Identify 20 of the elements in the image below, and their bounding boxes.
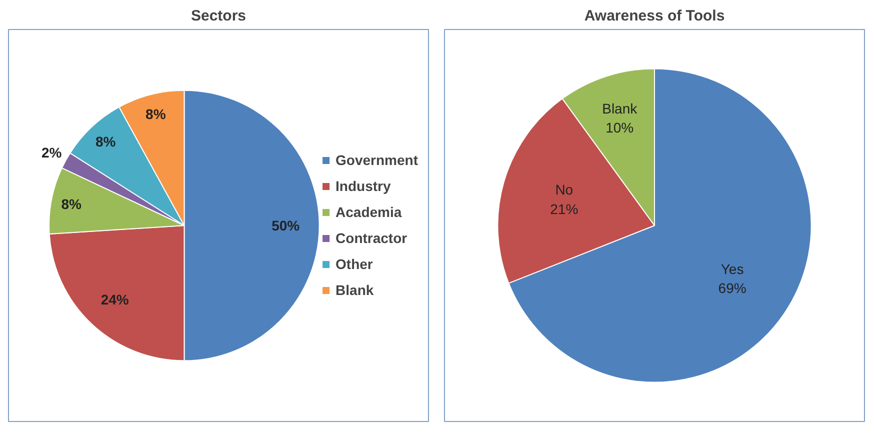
data-label: 8% [146, 106, 166, 122]
data-label: 21% [550, 200, 578, 217]
data-label: 24% [100, 291, 130, 308]
slice-label: No [555, 182, 574, 198]
legend-label: Academia [336, 204, 402, 220]
chart-title: Sectors [190, 8, 246, 24]
data-label: 8% [95, 134, 116, 150]
data-label: 69% [718, 280, 746, 296]
legend-label: Government [336, 152, 418, 168]
slice-label: Blank [602, 100, 638, 117]
legend-label: Other [336, 256, 373, 272]
legend-label: Industry [336, 178, 391, 194]
legend-label: Contractor [336, 230, 408, 246]
slice-label: Yes [720, 260, 744, 277]
data-label: 50% [272, 218, 300, 234]
data-label: 10% [606, 120, 634, 136]
chart-title: Awareness of Tools [584, 8, 725, 24]
data-label: 2% [41, 144, 62, 161]
data-label: 8% [61, 196, 82, 212]
legend-label: Blank [336, 282, 374, 298]
